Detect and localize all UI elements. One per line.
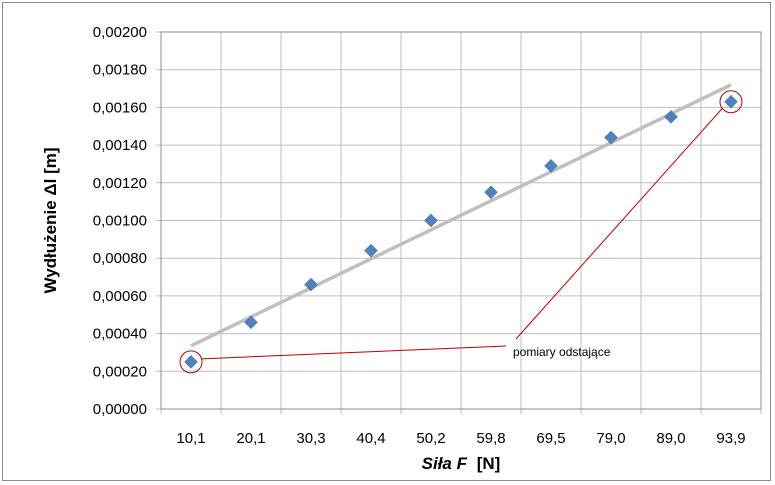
outlier-circle: [179, 350, 203, 374]
y-axis-title: Wydłużenie Δl [m]: [41, 147, 60, 293]
data-point: [664, 109, 678, 124]
y-tick-labels: 0,00000 0,00020 0,00040 0,00060 0,00080 0,001…: [93, 24, 147, 418]
data-point: [304, 277, 318, 292]
y-tick-label: 0,00080: [93, 250, 147, 267]
data-point: [604, 130, 618, 145]
x-tick-labels: 10,1 20,1 30,3 40,4 50,2 59,8 69,5 79,0 89,0 93,9: [176, 430, 745, 447]
y-tick-label: 0,00180: [93, 62, 147, 79]
x-axis-title: Siła F [N]: [422, 454, 501, 473]
plot-area: [160, 31, 762, 410]
data-points: [184, 94, 738, 369]
x-tick-label: 40,4: [356, 430, 385, 447]
leader-line: [515, 108, 723, 340]
y-tick-label: 0,00140: [93, 137, 147, 154]
y-tick-label: 0,00160: [93, 99, 147, 116]
leader-line: [201, 345, 507, 360]
x-tick-label: 93,9: [716, 430, 745, 447]
data-point: [364, 243, 378, 258]
y-tick-label: 0,00100: [93, 213, 147, 230]
y-tick-label: 0,00200: [93, 24, 147, 41]
y-tick-label: 0,00040: [93, 326, 147, 343]
trendline-line: [190, 83, 732, 348]
plot-border: [160, 31, 762, 410]
x-tick-label: 30,3: [296, 430, 325, 447]
x-tick-label: 50,2: [416, 430, 445, 447]
data-point: [424, 213, 438, 228]
y-tick-label: 0,00000: [93, 401, 147, 418]
x-axis-title-quantity: Siła F: [422, 454, 468, 473]
data-point: [484, 185, 498, 200]
x-tick-label: 79,0: [596, 430, 625, 447]
x-tick-label: 20,1: [236, 430, 265, 447]
x-tick-label: 89,0: [656, 430, 685, 447]
data-point: [544, 158, 558, 173]
x-tick-label: 69,5: [536, 430, 565, 447]
data-point: [184, 355, 198, 369]
trendline: [190, 83, 732, 348]
y-tick-label: 0,00060: [93, 288, 147, 305]
data-point: [724, 94, 738, 109]
x-axis-title-unit: [N]: [477, 454, 501, 473]
annotation-label: pomiary odstające: [513, 345, 611, 359]
y-tick-label: 0,00120: [93, 175, 147, 192]
x-tick-label: 10,1: [176, 430, 205, 447]
data-point: [244, 315, 258, 330]
chart-frame: [2, 2, 771, 481]
outlier-annotation: pomiary odstające: [179, 90, 743, 374]
y-tick-label: 0,00020: [93, 363, 147, 380]
x-tick-label: 59,8: [476, 430, 505, 447]
outlier-circle: [719, 90, 743, 114]
